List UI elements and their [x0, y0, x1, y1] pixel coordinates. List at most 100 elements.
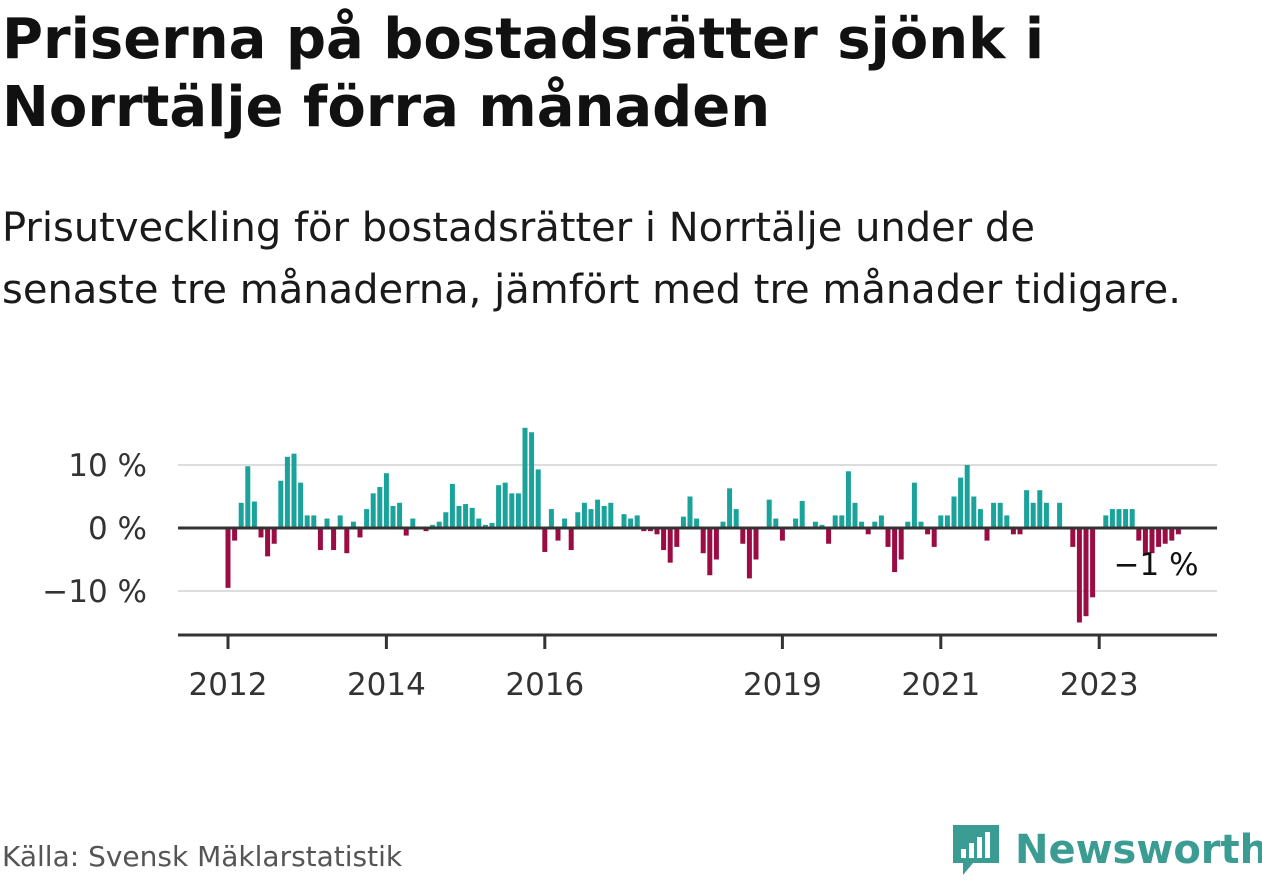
bar: [1070, 528, 1076, 547]
bar: [1142, 528, 1148, 554]
bar: [1129, 509, 1135, 528]
bar: [773, 518, 779, 528]
bar: [1004, 515, 1010, 528]
y-tick-label: 10 %: [68, 448, 147, 484]
bar: [1024, 490, 1030, 528]
bar: [720, 521, 726, 528]
bar: [482, 524, 488, 528]
chart-subtitle: Prisutveckling för bostadsrätter i Norrt…: [2, 205, 1181, 313]
bar: [740, 528, 746, 544]
bar: [812, 521, 818, 528]
bar: [898, 528, 904, 560]
bar: [746, 528, 752, 579]
bar: [232, 528, 238, 541]
bar: [911, 482, 917, 528]
bar: [496, 485, 502, 528]
bar: [713, 528, 719, 560]
bar: [430, 524, 436, 528]
bar: [1109, 509, 1115, 528]
bar: [1162, 528, 1168, 544]
bar: [548, 509, 554, 528]
bar: [964, 465, 970, 528]
newsworthy-logo: Newsworthy: [951, 820, 1262, 880]
bar: [522, 427, 528, 528]
bar: [859, 521, 865, 528]
bar: [918, 521, 924, 528]
source-credit: Källa: Svensk Mäklarstatistik: [2, 840, 403, 873]
bar: [839, 515, 845, 528]
bar: [423, 528, 429, 532]
bar: [258, 528, 264, 538]
bar: [951, 496, 957, 528]
bar: [1057, 502, 1063, 528]
bar: [634, 515, 640, 528]
bar: [826, 528, 832, 544]
bar: [845, 471, 851, 528]
x-tick-label: 2023: [1060, 667, 1139, 703]
bar: [707, 528, 713, 576]
bar: [364, 509, 370, 528]
x-tick-label: 2019: [743, 667, 822, 703]
bar: [397, 502, 403, 528]
bar: [463, 504, 469, 528]
bar: [1149, 528, 1155, 554]
bar: [251, 501, 257, 528]
bar: [575, 512, 581, 528]
bar: [753, 528, 759, 560]
bar: [568, 528, 574, 551]
bar: [555, 528, 561, 541]
bar: [581, 502, 587, 528]
bar: [878, 515, 884, 528]
bar: [1169, 528, 1175, 541]
brand-name: Newsworthy: [1015, 827, 1262, 873]
bar: [1090, 528, 1096, 598]
bar: [727, 488, 733, 528]
newsworthy-logo-icon: [953, 825, 999, 875]
bar: [766, 499, 772, 528]
bar: [641, 528, 647, 532]
bar: [1043, 502, 1049, 528]
bar: [311, 515, 317, 528]
bar: [958, 477, 964, 528]
bar: [456, 505, 462, 528]
bar: [977, 509, 983, 528]
bar: [944, 515, 950, 528]
bar: [245, 466, 251, 528]
bar: [284, 456, 290, 528]
bar: [443, 512, 449, 528]
latest-value-label: −1 %: [1114, 547, 1199, 583]
x-tick-label: 2014: [347, 667, 426, 703]
bar: [1030, 502, 1036, 528]
bar: [502, 482, 508, 528]
bar: [515, 493, 521, 528]
bar: [931, 528, 937, 547]
bar: [509, 493, 515, 528]
bar: [674, 528, 680, 547]
bar: [852, 502, 858, 528]
bar: [331, 528, 337, 551]
bar: [687, 496, 693, 528]
bar: [971, 496, 977, 528]
bars: [225, 427, 1181, 623]
bar: [542, 528, 548, 552]
bar: [278, 480, 284, 528]
bar: [410, 518, 416, 528]
bar: [489, 522, 495, 528]
bar: [608, 502, 614, 528]
bar: [621, 514, 627, 528]
bar: [271, 528, 277, 544]
bar: [535, 469, 541, 528]
x-tick-label: 2021: [901, 667, 980, 703]
bar: [991, 502, 997, 528]
bar: [997, 502, 1003, 528]
x-tick-label: 2016: [505, 667, 584, 703]
bar: [1017, 528, 1023, 535]
x-axis-ticks: 2012 2014 2016 2019 2021 2023: [189, 635, 1139, 703]
bar: [562, 518, 568, 528]
y-tick-label: 0 %: [88, 511, 147, 547]
y-tick-label: −10 %: [42, 574, 147, 610]
bar: [1175, 528, 1181, 535]
bar: [377, 487, 383, 528]
bar: [595, 499, 601, 528]
bar: [661, 528, 667, 551]
